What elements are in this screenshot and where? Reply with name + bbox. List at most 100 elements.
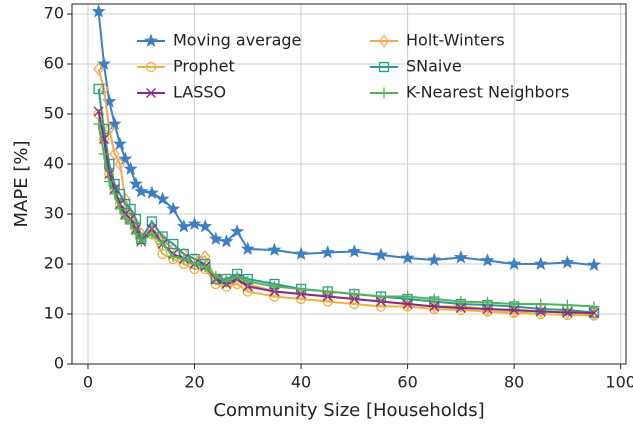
marker — [93, 106, 104, 117]
marker — [453, 250, 468, 264]
marker — [219, 234, 234, 248]
y-tick-label: 20 — [44, 254, 64, 273]
marker — [178, 253, 190, 265]
legend-label: Moving average — [173, 31, 301, 50]
marker — [157, 238, 169, 250]
marker — [96, 56, 111, 70]
series-line — [97, 88, 595, 314]
marker — [402, 299, 413, 309]
marker — [378, 61, 390, 73]
marker — [589, 308, 599, 318]
marker — [428, 299, 440, 314]
y-tick-label: 10 — [44, 304, 64, 323]
marker — [199, 261, 211, 272]
marker — [114, 157, 126, 171]
marker — [144, 185, 159, 199]
marker — [130, 228, 142, 240]
marker — [480, 253, 495, 267]
marker — [107, 116, 122, 130]
marker — [187, 216, 202, 230]
marker — [145, 61, 157, 73]
marker — [143, 33, 159, 47]
marker — [535, 306, 546, 317]
y-tick-label: 30 — [44, 204, 64, 223]
marker — [482, 297, 493, 308]
marker — [507, 256, 522, 270]
series-line — [97, 113, 595, 317]
x-tick-label: 40 — [291, 373, 311, 392]
marker — [348, 288, 360, 300]
y-tick-label: 40 — [44, 154, 64, 173]
marker — [146, 216, 158, 227]
legend-label: Prophet — [173, 57, 235, 76]
legend-label: LASSO — [173, 83, 226, 102]
marker — [123, 161, 138, 175]
legend-label: Holt-Winters — [406, 31, 505, 50]
marker — [114, 203, 126, 215]
marker — [455, 296, 467, 307]
y-tick-label: 60 — [44, 54, 64, 73]
plot-frame — [71, 3, 627, 365]
marker — [128, 176, 143, 190]
marker — [119, 213, 131, 225]
marker — [267, 242, 282, 256]
marker — [146, 228, 158, 240]
marker — [295, 283, 307, 295]
marker — [320, 245, 335, 259]
marker — [240, 241, 255, 255]
marker — [400, 250, 415, 264]
marker — [176, 219, 191, 233]
marker — [322, 286, 334, 297]
marker — [220, 276, 232, 287]
marker — [146, 88, 156, 98]
x-tick-label: 0 — [83, 373, 93, 392]
series-line — [97, 68, 595, 315]
marker — [482, 304, 493, 314]
x-tick-label: 80 — [504, 373, 524, 392]
marker — [230, 224, 245, 238]
marker — [294, 246, 309, 260]
legend: Moving average Holt-Winters Prophet SNaive L… — [137, 31, 569, 102]
marker — [93, 62, 104, 76]
marker — [166, 201, 181, 215]
marker — [168, 238, 179, 250]
marker — [242, 276, 254, 287]
marker — [429, 301, 440, 312]
marker — [93, 83, 104, 95]
marker — [208, 231, 223, 245]
marker — [402, 291, 414, 302]
marker — [198, 219, 213, 233]
x-axis-label: Community Size [Households] — [213, 400, 484, 421]
legend-label: K-Nearest Neighbors — [406, 83, 569, 102]
marker — [135, 236, 147, 247]
marker — [91, 4, 106, 18]
marker — [455, 303, 466, 313]
marker — [231, 271, 243, 282]
marker — [98, 82, 110, 96]
marker — [112, 136, 127, 150]
marker — [378, 34, 390, 48]
marker — [375, 291, 387, 302]
marker — [93, 118, 105, 130]
marker — [560, 255, 575, 269]
marker — [155, 191, 170, 205]
marker — [509, 305, 520, 315]
x-tick-label: 20 — [184, 373, 204, 392]
marker — [482, 302, 493, 316]
series-line — [97, 11, 595, 266]
marker — [427, 252, 442, 266]
marker — [587, 257, 602, 271]
marker — [109, 147, 120, 161]
marker — [134, 184, 149, 198]
marker — [103, 122, 115, 136]
marker — [125, 203, 136, 215]
marker — [535, 298, 547, 310]
x-tick-label: 60 — [397, 373, 417, 392]
marker — [373, 247, 388, 261]
marker — [561, 299, 573, 311]
marker — [562, 307, 573, 318]
marker — [347, 244, 362, 258]
marker — [268, 281, 280, 292]
x-tick-label: 100 — [605, 373, 633, 392]
